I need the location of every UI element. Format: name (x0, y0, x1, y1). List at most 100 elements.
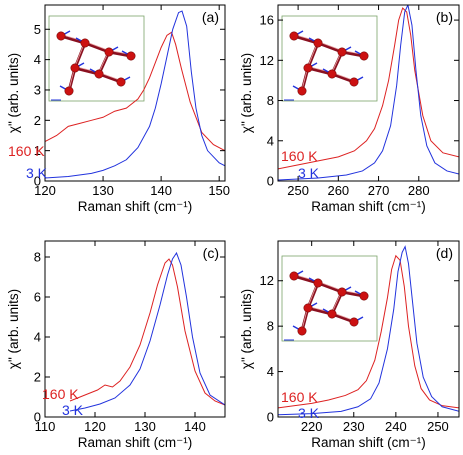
x-tick-label: 220 (301, 419, 323, 434)
inset-atom (313, 38, 323, 48)
plot-frame (44, 4, 226, 182)
y-tick-label: 2 (34, 370, 41, 385)
panel-a: 120 130 140 150 0 1 2 3 4 5 Raman shift (cm⁻¹) χ" (… (6, 4, 230, 214)
y-tick-label: 0 (267, 410, 274, 425)
panel-label: (d) (436, 245, 453, 261)
y-axis-label: χ" (arb. units) (6, 53, 21, 133)
inset-atom (104, 47, 114, 57)
inset-atom (64, 86, 74, 96)
y-tick-label: 3 (34, 82, 41, 97)
y-tick-label: 12 (260, 273, 274, 288)
inset-atom (327, 69, 337, 79)
y-tick-label: 2 (34, 113, 41, 128)
plot-frame (44, 240, 226, 418)
y-tick-label: 1 (34, 143, 41, 158)
temperature-label-red: 160 K (281, 148, 318, 164)
temperature-label-blue: 3 K (298, 405, 320, 421)
inset-atom (289, 31, 299, 41)
inset-atom (126, 51, 136, 61)
inset-atom (297, 86, 307, 96)
x-tick-label: 250 (427, 419, 449, 434)
y-tick-label: 5 (34, 22, 41, 37)
y-tick-label: 4 (34, 330, 41, 345)
series-line-red (278, 254, 459, 409)
y-axis-label: χ" (arb. units) (6, 289, 21, 369)
x-axis-label: Raman shift (cm⁻¹) (311, 199, 425, 214)
x-axis-label: Raman shift (cm⁻¹) (78, 199, 192, 214)
plot-frame (277, 240, 460, 418)
y-tick-label: 0 (267, 174, 274, 189)
x-axis-label: Raman shift (cm⁻¹) (78, 435, 192, 450)
inset-atom (80, 38, 90, 48)
y-axis-label: χ" (arb. units) (239, 53, 254, 133)
temperature-label-blue: 3 K (298, 165, 320, 181)
temperature-label-blue: 3 K (26, 165, 48, 181)
temperature-label-blue: 3 K (62, 402, 84, 418)
inset-atom (359, 291, 369, 301)
y-tick-label: 8 (267, 319, 274, 334)
inset-atom (349, 317, 359, 327)
x-tick-label: 140 (150, 183, 172, 198)
x-tick-label: 280 (408, 183, 430, 198)
plot-frame (277, 4, 460, 182)
temperature-label-red: 160 K (8, 143, 45, 159)
series-line-red (69, 258, 225, 406)
inset-atom (327, 309, 337, 319)
y-tick-label: 8 (267, 93, 274, 108)
inset-frame (281, 15, 378, 102)
inset-atom (56, 31, 66, 41)
x-tick-label: 140 (184, 419, 206, 434)
temperature-label-red: 160 K (42, 386, 79, 402)
x-tick-label: 120 (34, 183, 56, 198)
inset-atom (303, 63, 313, 73)
inset-atom (359, 51, 369, 61)
y-tick-label: 4 (34, 52, 41, 67)
inset-atom (337, 47, 347, 57)
x-axis-label: Raman shift (cm⁻¹) (311, 435, 425, 450)
y-tick-label: 4 (267, 133, 274, 148)
panel-label: (c) (203, 245, 219, 261)
inset-frame (48, 15, 145, 102)
inset-atom (297, 326, 307, 336)
inset-atom (313, 278, 323, 288)
inset-atom (337, 287, 347, 297)
y-tick-label: 0 (34, 174, 41, 189)
series-line-blue (45, 10, 225, 179)
inset-atom (349, 77, 359, 87)
inset-frame (281, 255, 378, 342)
x-tick-label: 130 (92, 183, 114, 198)
series-line-blue (69, 251, 225, 412)
y-tick-label: 4 (267, 364, 274, 379)
y-tick-label: 6 (34, 290, 41, 305)
x-tick-label: 270 (368, 183, 390, 198)
inset-atom (303, 303, 313, 313)
inset-atom (70, 63, 80, 73)
y-tick-label: 16 (260, 13, 274, 28)
temperature-label-red: 160 K (281, 389, 318, 405)
x-tick-label: 120 (84, 419, 106, 434)
series-line-red (278, 7, 459, 170)
series-line-red (45, 31, 225, 152)
x-tick-label: 150 (208, 183, 230, 198)
panel-label: (a) (202, 9, 219, 25)
y-tick-label: 12 (260, 53, 274, 68)
panel-c: 110 120 130 140 0 2 4 6 8 Raman shift (cm⁻¹) χ" (a… (6, 240, 226, 450)
x-tick-label: 240 (385, 419, 407, 434)
inset-atom (289, 271, 299, 281)
inset-atom (116, 77, 126, 87)
y-tick-label: 0 (34, 410, 41, 425)
y-axis-label: χ" (arb. units) (239, 289, 254, 369)
series-line-blue (278, 5, 459, 181)
x-tick-label: 130 (134, 419, 156, 434)
inset-atom (94, 69, 104, 79)
panel-b: 250 260 270 280 0 4 8 12 16 Raman shift (cm⁻¹) χ" … (239, 4, 460, 214)
series-line-blue (278, 245, 459, 416)
y-tick-label: 8 (34, 250, 41, 265)
panel-label: (b) (436, 9, 453, 25)
x-tick-label: 110 (35, 419, 56, 434)
x-tick-label: 230 (343, 419, 365, 434)
x-tick-label: 250 (287, 183, 309, 198)
x-tick-label: 260 (327, 183, 349, 198)
panel-d: 220 230 240 250 0 4 8 12 Raman shift (cm⁻¹) χ" (a… (239, 240, 460, 450)
